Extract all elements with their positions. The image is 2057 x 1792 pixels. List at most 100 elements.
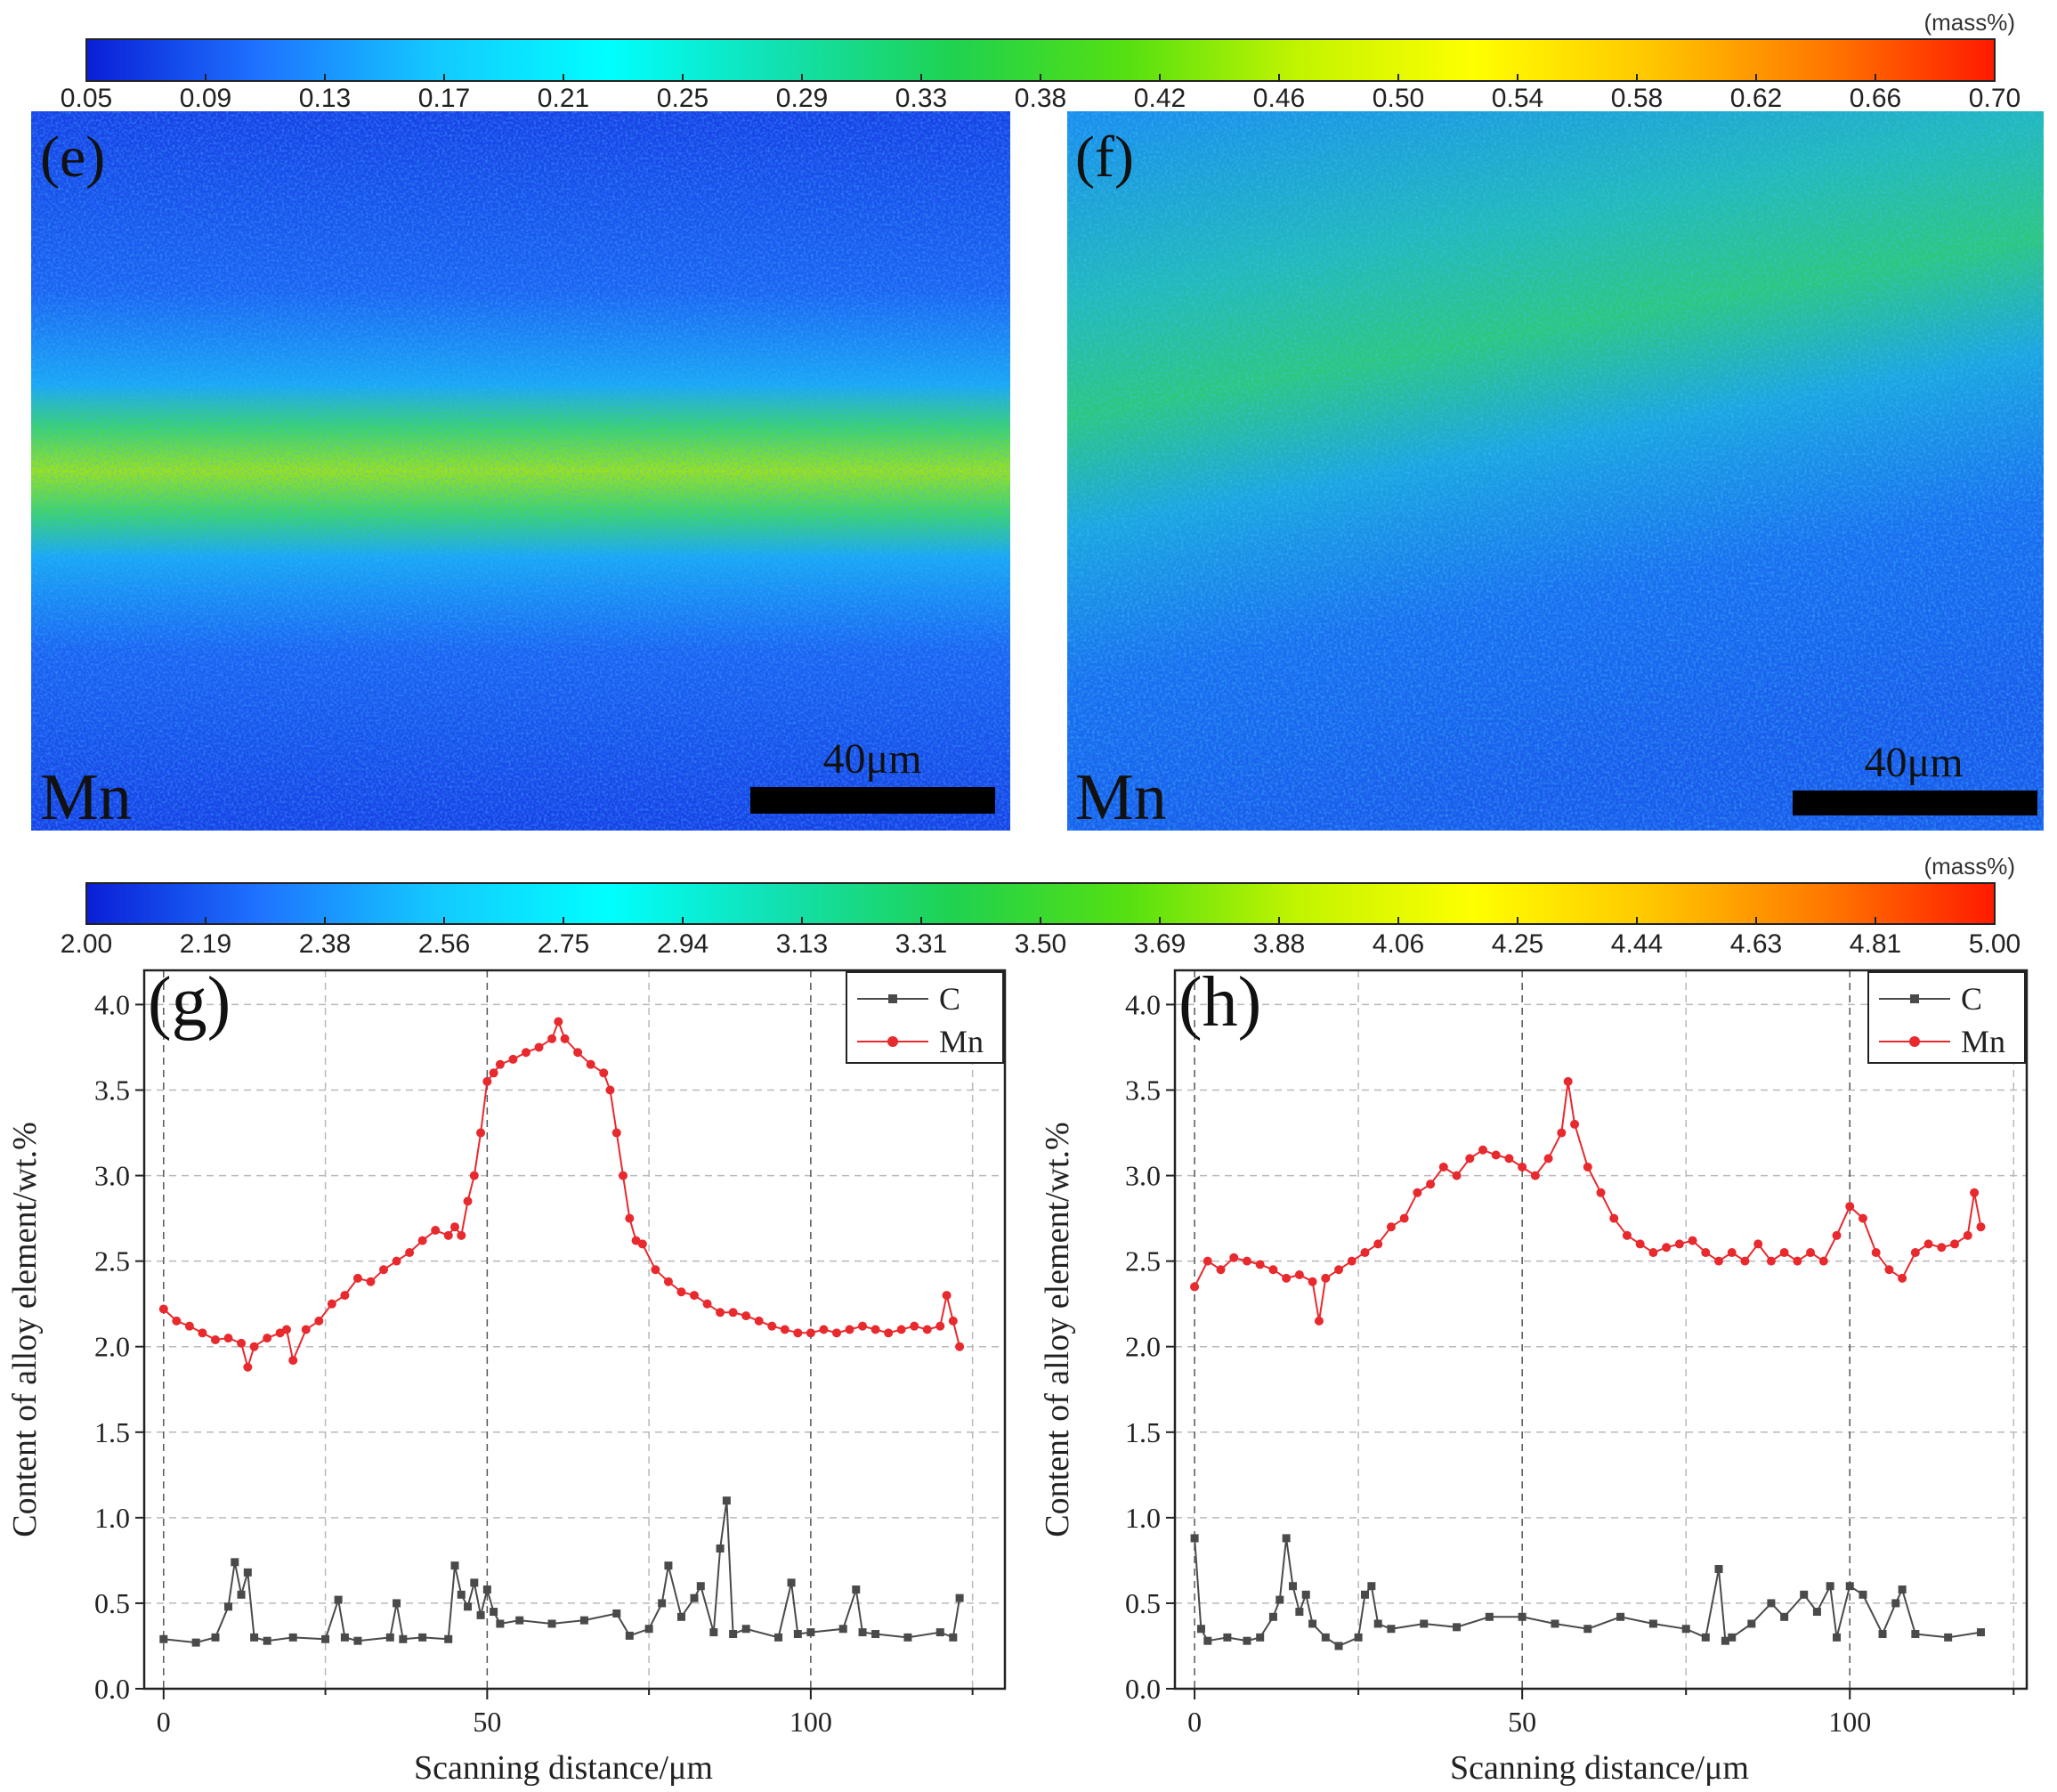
colorbar-tick-label: 0.29 (776, 84, 828, 113)
data-point (1616, 1612, 1625, 1621)
data-point (1767, 1599, 1776, 1608)
data-point (871, 1630, 880, 1639)
data-point (690, 1593, 699, 1602)
data-point (767, 1321, 777, 1331)
y-tick-label: 3.5 (1125, 1074, 1161, 1107)
colorbar-tick-label: 4.44 (1611, 929, 1663, 959)
data-point (625, 1631, 634, 1640)
y-tick-label: 2.5 (94, 1245, 130, 1277)
data-point (1583, 1162, 1592, 1172)
data-point (334, 1595, 343, 1604)
data-point (476, 1610, 485, 1619)
data-point (231, 1558, 239, 1567)
colorbar-tick-label: 5.00 (1969, 929, 2021, 959)
data-point (1347, 1256, 1356, 1266)
y-tick-label: 2.5 (1125, 1245, 1161, 1277)
data-point (1714, 1565, 1723, 1573)
colorbar-bottom: (mass%) 2.00 2.19 2.38 2.56 2.75 2.94 3.13 3.31… (61, 853, 2021, 959)
series-mn (1190, 1076, 1986, 1326)
data-point (1766, 1256, 1776, 1266)
data-point (1334, 1642, 1343, 1650)
data-point (1268, 1612, 1277, 1621)
data-point (676, 1287, 686, 1297)
data-point (1485, 1612, 1494, 1621)
data-point (340, 1633, 349, 1642)
data-point (1688, 1236, 1697, 1245)
data-point (1420, 1619, 1429, 1628)
map-f-scale-bar (1793, 791, 2037, 815)
y-tick-label: 4.0 (94, 988, 130, 1020)
data-point (1551, 1619, 1559, 1628)
data-point (1609, 1213, 1619, 1223)
data-point (198, 1328, 207, 1338)
y-tick-label: 2.0 (94, 1331, 130, 1363)
data-point (417, 1236, 427, 1245)
colorbar-tick-label: 0.58 (1611, 84, 1663, 113)
legend-marker (1910, 994, 1919, 1003)
data-point (1453, 1623, 1462, 1632)
chart-g: 0.0 0.5 1.0 1.5 2.0 2.5 3.0 3.5 4.0 0 50 100 Scannin… (6, 963, 1007, 1787)
data-point (858, 1628, 867, 1637)
plot-frame (1173, 969, 2029, 1691)
legend-label: Mn (1961, 1024, 2005, 1059)
colorbar-tick-label: 0.17 (418, 84, 470, 113)
legend-marker (887, 1036, 898, 1047)
data-point (1970, 1188, 1980, 1197)
data-point (884, 1328, 894, 1338)
map-e-speckle (31, 111, 1010, 831)
data-point (1793, 1256, 1802, 1266)
colorbar-tick-label: 4.25 (1492, 929, 1543, 959)
colorbar-tick-label: 0.42 (1134, 84, 1186, 113)
data-point (1413, 1188, 1422, 1197)
data-point (955, 1593, 964, 1602)
data-point (385, 1633, 394, 1642)
x-tick-label: 50 (473, 1706, 501, 1738)
data-point (1714, 1256, 1724, 1266)
data-point (1294, 1270, 1304, 1280)
data-point (1747, 1619, 1756, 1628)
data-point (1314, 1316, 1324, 1326)
colorbar-tick-label: 3.69 (1134, 929, 1186, 959)
data-point (1190, 1282, 1200, 1292)
data-point (774, 1633, 783, 1642)
plot-frame (142, 969, 1007, 1691)
data-point (393, 1599, 401, 1608)
data-point (1596, 1188, 1606, 1197)
series-c (159, 1496, 964, 1647)
data-point (1276, 1595, 1284, 1604)
data-point (1282, 1273, 1292, 1283)
data-point (496, 1619, 505, 1628)
data-point (449, 1222, 459, 1232)
legend-label: Mn (939, 1024, 984, 1059)
y-tick-label: 0.0 (1125, 1673, 1161, 1705)
colorbar-tick-label: 3.50 (1015, 929, 1066, 959)
data-point (223, 1334, 233, 1343)
data-point (463, 1196, 473, 1206)
data-point (1780, 1612, 1789, 1621)
map-f: (f) Mn 40μm (1067, 111, 2044, 834)
data-point (211, 1633, 220, 1642)
series-line (1194, 1081, 1982, 1322)
data-point (1728, 1633, 1737, 1642)
x-tick-label: 0 (1187, 1706, 1202, 1738)
data-point (1845, 1202, 1855, 1212)
map-e-scale-bar (750, 787, 995, 814)
data-point (579, 1616, 588, 1625)
data-point (1910, 1248, 1920, 1258)
data-point (793, 1328, 803, 1338)
data-point (457, 1590, 466, 1599)
map-f-element-label: Mn (1075, 761, 1167, 834)
colorbar-tick-label: 3.13 (776, 929, 828, 959)
data-point (1859, 1590, 1867, 1599)
data-point (184, 1321, 194, 1331)
colorbar-tick-label: 0.62 (1730, 84, 1782, 113)
data-point (1399, 1213, 1409, 1223)
data-point (1622, 1230, 1632, 1240)
data-point (495, 1059, 505, 1069)
data-point (482, 1076, 492, 1086)
data-point (831, 1328, 841, 1338)
data-point (1812, 1608, 1821, 1617)
data-point (1583, 1625, 1592, 1634)
colorbar-top: (mass%) 0.05 0.09 0.13 0.17 0.21 0.25 0.29 0.33… (61, 9, 2021, 113)
